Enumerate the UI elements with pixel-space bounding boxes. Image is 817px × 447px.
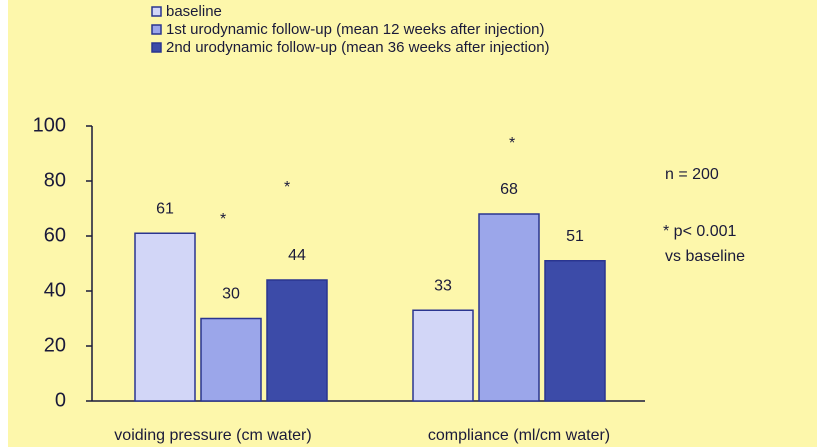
value-label: 51 — [566, 228, 584, 245]
bar — [478, 213, 540, 402]
value-label: 68 — [500, 181, 518, 198]
y-tick-label: 0 — [55, 389, 66, 411]
bar — [134, 232, 196, 402]
value-label: 33 — [434, 277, 452, 294]
annotation: n = 200 — [665, 166, 719, 183]
y-tick-label: 100 — [33, 114, 66, 136]
value-label: 30 — [222, 286, 240, 303]
x-tick-label: compliance (ml/cm water) — [428, 427, 610, 444]
annotation: * — [284, 179, 290, 196]
legend-swatch — [151, 6, 162, 17]
legend-swatch — [151, 24, 162, 35]
bar — [266, 279, 328, 402]
annotation: * — [509, 135, 515, 152]
bar — [412, 309, 474, 402]
legend-label: baseline — [166, 3, 222, 20]
legend-label: 2nd urodynamic follow-up (mean 36 weeks … — [166, 39, 550, 56]
value-label: 61 — [156, 200, 174, 217]
y-tick-label: 80 — [44, 169, 66, 191]
y-tick-label: 40 — [44, 279, 66, 301]
y-tick-label: 60 — [44, 224, 66, 246]
y-tick-label: 20 — [44, 334, 66, 356]
bar — [200, 317, 262, 402]
annotation: * p< 0.001 — [663, 223, 737, 240]
annotation: vs baseline — [665, 248, 745, 265]
legend-swatch — [151, 42, 162, 53]
annotation: * — [220, 211, 226, 228]
value-label: 44 — [288, 247, 306, 264]
legend-label: 1st urodynamic follow-up (mean 12 weeks … — [166, 21, 545, 38]
bar — [544, 260, 606, 402]
x-tick-label: voiding pressure (cm water) — [114, 427, 311, 444]
